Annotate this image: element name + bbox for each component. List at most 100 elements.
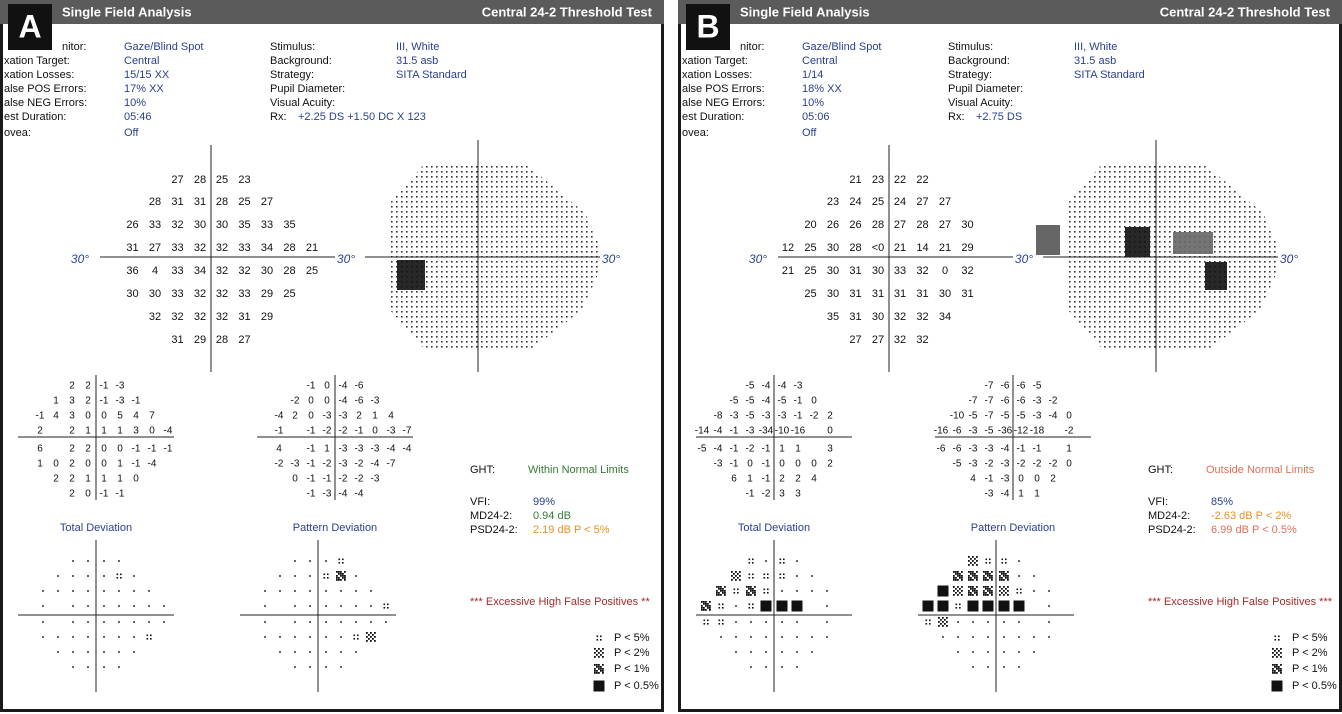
deviation-value: -3 xyxy=(730,411,739,422)
threshold-value: 26 xyxy=(849,219,861,231)
index-value: 85% xyxy=(1211,496,1233,508)
deviation-value: -6 xyxy=(355,396,364,407)
probability-symbol xyxy=(1018,636,1020,638)
deviation-value: -6 xyxy=(953,444,962,455)
probability-symbol xyxy=(1048,590,1050,592)
deviation-value: -4 xyxy=(387,444,396,455)
threshold-value: 32 xyxy=(961,265,973,277)
probability-symbol xyxy=(1033,575,1035,577)
deviation-value: -1 xyxy=(132,396,141,407)
probability-symbol xyxy=(1048,636,1050,638)
threshold-value: 31 xyxy=(849,288,861,300)
threshold-value: 27 xyxy=(894,219,906,231)
index-value: 6.99 dB P < 0.5% xyxy=(1211,524,1297,536)
legend-symbol xyxy=(594,664,604,674)
legend-label: P < 1% xyxy=(1292,663,1328,675)
header-bar xyxy=(678,0,1342,24)
probability-symbol xyxy=(987,651,989,653)
panel: Single Field Analysis Central 24-2 Thresh… xyxy=(0,0,664,712)
info-label: est Duration: xyxy=(4,111,66,123)
deviation-value: 2 xyxy=(85,444,91,455)
probability-symbol xyxy=(340,636,342,638)
probability-symbol xyxy=(72,560,74,562)
deviation-value: -3 xyxy=(291,459,300,470)
index-label: VFI: xyxy=(470,496,490,508)
probability-symbol xyxy=(953,571,963,581)
probability-symbol xyxy=(264,605,266,607)
probability-symbol xyxy=(701,601,711,611)
threshold-value: 35 xyxy=(238,219,250,231)
legend-label: P < 2% xyxy=(614,647,650,659)
deviation-value: -3 xyxy=(323,411,332,422)
deviation-value: -12 xyxy=(1014,426,1029,437)
probability-symbol xyxy=(118,605,120,607)
probability-symbol xyxy=(779,558,785,564)
threshold-value: 23 xyxy=(827,196,839,208)
deviation-value: -3 xyxy=(371,474,380,485)
threshold-value: 28 xyxy=(916,219,928,231)
deviation-value: 3 xyxy=(779,489,785,500)
probability-symbol xyxy=(718,619,724,625)
probability-symbol xyxy=(340,651,342,653)
deviation-value: -6 xyxy=(1001,381,1010,392)
panel-label: A xyxy=(18,8,41,44)
threshold-value: 31 xyxy=(126,242,138,254)
deviation-value: -1 xyxy=(307,459,316,470)
deviation-value: 0 xyxy=(149,426,155,437)
probability-symbol xyxy=(765,666,767,668)
threshold-value: 31 xyxy=(894,288,906,300)
deviation-value: 4 xyxy=(388,411,394,422)
probability-symbol xyxy=(763,588,769,594)
probability-symbol xyxy=(133,590,135,592)
deviation-value: 2 xyxy=(85,396,91,407)
probability-symbol xyxy=(1016,588,1022,594)
deviation-value: 1 xyxy=(85,474,91,485)
deviation-value: -5 xyxy=(1033,381,1042,392)
deviation-value: -2 xyxy=(1017,459,1026,470)
deviation-value: -4 xyxy=(1001,489,1010,500)
degree-label: 30° xyxy=(749,252,767,266)
probability-symbol xyxy=(776,600,788,612)
threshold-value: 28 xyxy=(283,242,295,254)
deviation-value: 1 xyxy=(779,444,785,455)
threshold-value: 27 xyxy=(171,174,183,186)
deviation-value: 4 xyxy=(133,411,139,422)
deviation-value: 2 xyxy=(37,426,43,437)
threshold-value: 33 xyxy=(149,219,161,231)
probability-symbol xyxy=(309,636,311,638)
probability-symbol xyxy=(957,621,959,623)
deviation-value: -2 xyxy=(762,489,771,500)
probability-symbol xyxy=(340,621,342,623)
deviation-value: -5 xyxy=(1001,411,1010,422)
threshold-value: 27 xyxy=(849,334,861,346)
threshold-value: 21 xyxy=(782,265,794,277)
deviation-value: 0 xyxy=(101,444,107,455)
deviation-value: -1 xyxy=(730,459,739,470)
index-label: MD24-2: xyxy=(470,510,512,522)
deviation-value: 1 xyxy=(53,396,59,407)
warning-message: *** Excessive High False Positives *** xyxy=(1148,596,1333,608)
index-label: MD24-2: xyxy=(1148,510,1190,522)
probability-symbol xyxy=(968,586,978,596)
probability-symbol xyxy=(57,636,59,638)
threshold-value: 28 xyxy=(283,265,295,277)
greyscale-patch xyxy=(1205,262,1227,290)
deviation-value: -10 xyxy=(950,411,965,422)
deviation-value: -18 xyxy=(1030,426,1045,437)
probability-symbol xyxy=(781,621,783,623)
probability-symbol xyxy=(133,651,135,653)
threshold-value: 25 xyxy=(804,288,816,300)
threshold-value: 33 xyxy=(171,242,183,254)
deviation-value: 4 xyxy=(811,474,817,485)
deviation-value: 0 xyxy=(85,411,91,422)
index-value: 0.94 dB xyxy=(533,510,571,522)
deviation-value: -3 xyxy=(1001,459,1010,470)
probability-symbol xyxy=(103,590,105,592)
deviation-value: -4 xyxy=(403,444,412,455)
probability-symbol xyxy=(982,600,994,612)
probability-symbol xyxy=(968,571,978,581)
threshold-value: 29 xyxy=(261,288,273,300)
threshold-value: 33 xyxy=(261,219,273,231)
legend-label: P < 5% xyxy=(1292,632,1328,644)
deviation-value: -5 xyxy=(953,459,962,470)
